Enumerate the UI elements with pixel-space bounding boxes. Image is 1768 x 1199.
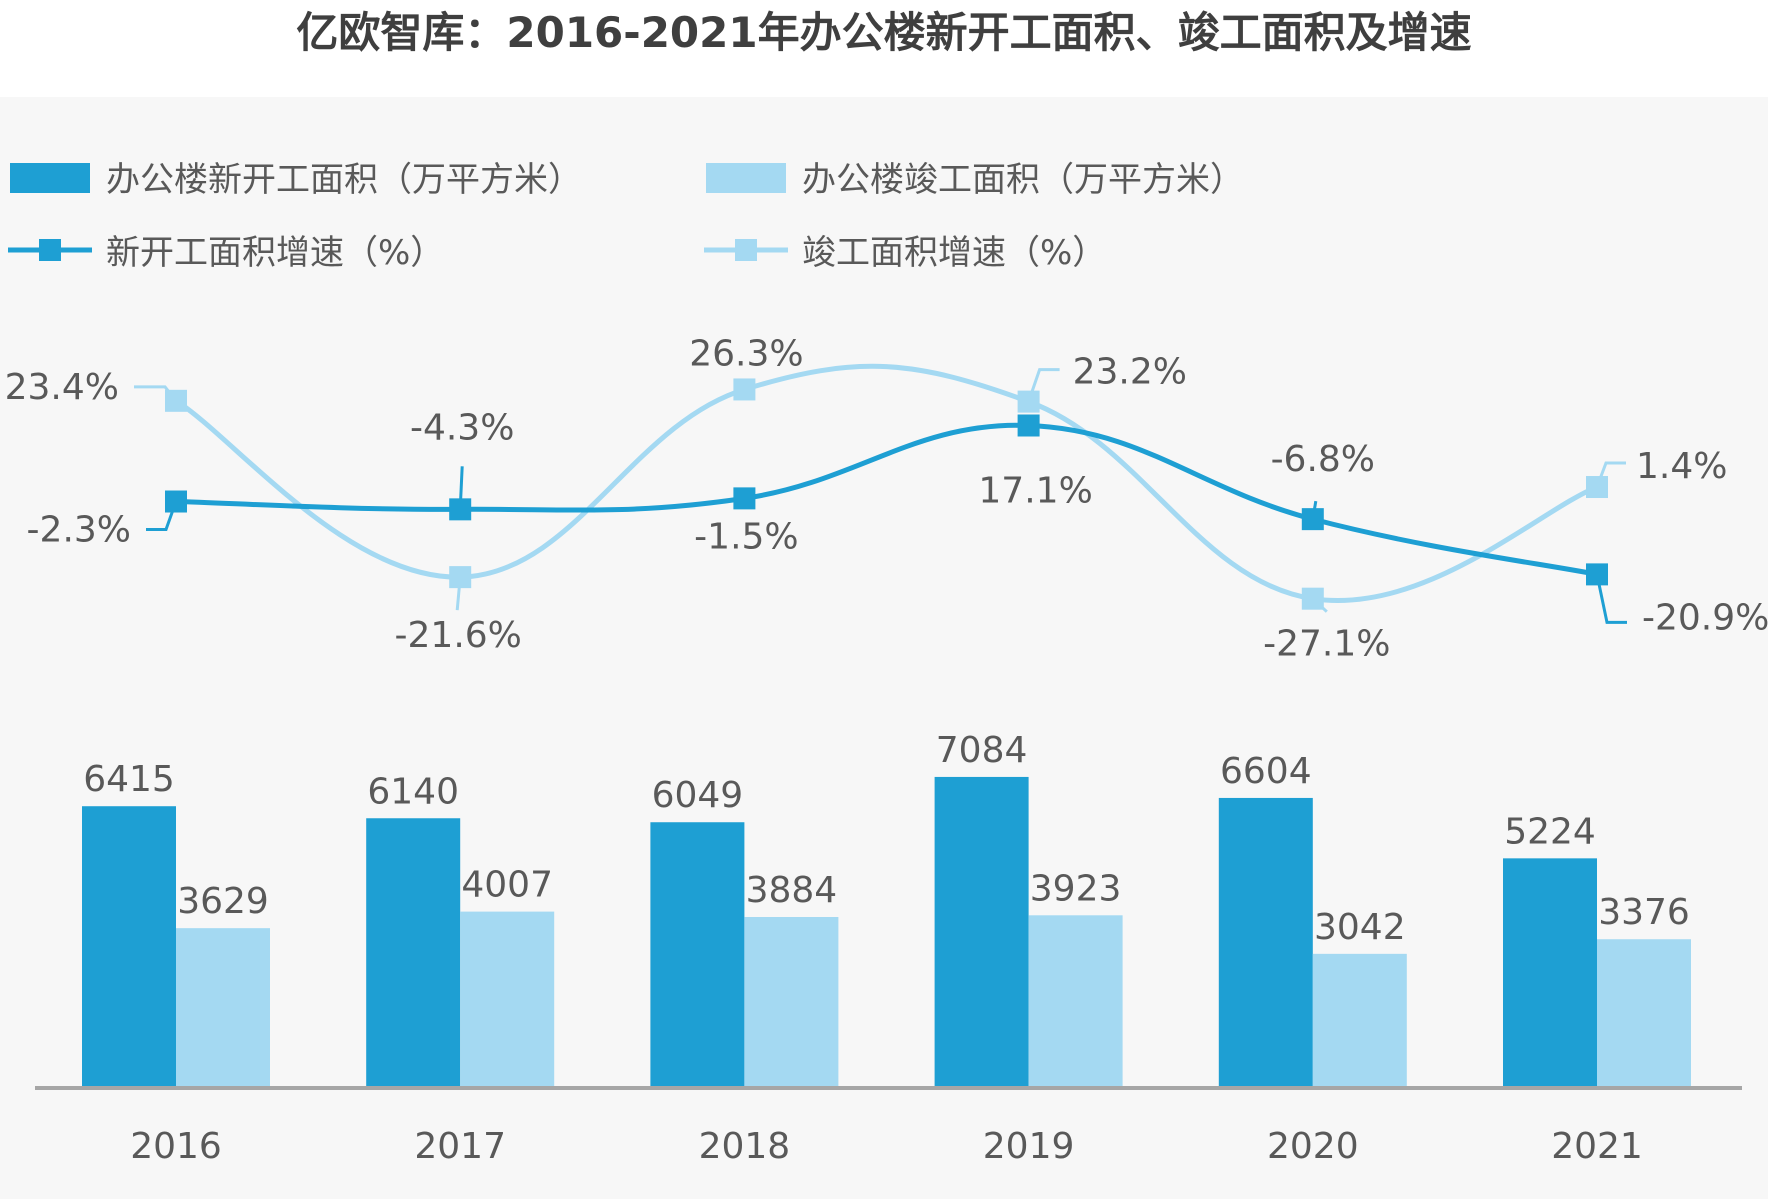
point-label-new-start-growth-2020: -6.8% [1271, 439, 1375, 480]
x-tick-label-2018: 2018 [699, 1126, 791, 1167]
bar-completed-2018 [744, 916, 839, 1087]
bar-new-start-2018 [650, 822, 745, 1087]
point-completed-growth-2019 [1017, 390, 1040, 413]
bar-label-new-start-2016: 6415 [83, 759, 175, 800]
legend-marker-new-start-growth [39, 239, 61, 261]
legend-label-new-start-area: 办公楼新开工面积（万平方米） [106, 160, 582, 200]
bar-label-new-start-2017: 6140 [367, 771, 459, 812]
line-group: 23.4% -21.6% 26.3% 23.2% -27.1% 1.4% -2.3% -4.3… [5, 333, 1768, 664]
bar-group: 6415 3629 6140 4007 6049 3884 7084 3923 6604 3042… [82, 730, 1691, 1087]
bar-label-completed-2019: 3923 [1030, 868, 1122, 909]
bar-label-new-start-2020: 6604 [1220, 751, 1312, 792]
bar-label-completed-2020: 3042 [1314, 907, 1406, 948]
point-completed-growth-2020 [1301, 587, 1324, 610]
point-new-start-growth-2016 [165, 490, 187, 513]
bar-new-start-2017 [366, 818, 461, 1087]
point-label-completed-growth-2019: 23.2% [1073, 352, 1187, 393]
bar-label-completed-2021: 3376 [1598, 892, 1690, 933]
x-tick-label-2016: 2016 [130, 1126, 222, 1167]
point-new-start-growth-2021 [1586, 563, 1608, 586]
legend-marker-completed-growth [735, 239, 757, 261]
legend-swatch-new-start-area [10, 163, 90, 193]
point-label-new-start-growth-2017: -4.3% [410, 407, 514, 448]
legend: 办公楼新开工面积（万平方米） 办公楼竣工面积（万平方米） 新开工面积增速（%） … [8, 160, 1244, 273]
bar-completed-2017 [460, 911, 555, 1087]
point-label-new-start-growth-2018: -1.5% [694, 516, 798, 557]
point-label-completed-growth-2021: 1.4% [1636, 446, 1727, 487]
bar-label-completed-2018: 3884 [746, 870, 838, 911]
bar-label-completed-2017: 4007 [461, 865, 553, 906]
legend-label-new-start-growth: 新开工面积增速（%） [106, 233, 444, 273]
x-tick-label-2019: 2019 [983, 1126, 1075, 1167]
point-new-start-growth-2017 [449, 498, 472, 521]
point-label-new-start-growth-2021: -20.9% [1642, 597, 1768, 638]
bar-completed-2016 [176, 928, 270, 1087]
x-tick-label-2021: 2021 [1551, 1126, 1643, 1167]
point-label-new-start-growth-2016: -2.3% [27, 510, 131, 551]
point-completed-growth-2016 [165, 389, 187, 412]
bar-label-new-start-2021: 5224 [1504, 811, 1596, 852]
bar-new-start-2021 [1503, 858, 1597, 1087]
point-label-new-start-growth-2019: 17.1% [978, 471, 1092, 512]
legend-swatch-completed-area [706, 163, 786, 193]
bar-completed-2020 [1312, 953, 1407, 1087]
bar-label-completed-2016: 3629 [177, 881, 269, 922]
bar-label-new-start-2019: 7084 [936, 730, 1028, 771]
point-label-completed-growth-2018: 26.3% [689, 333, 803, 374]
legend-label-completed-growth: 竣工面积增速（%） [802, 233, 1106, 273]
point-completed-growth-2017 [449, 566, 472, 589]
bar-completed-2019 [1028, 915, 1123, 1087]
point-label-completed-growth-2017: -21.6% [395, 615, 522, 656]
point-new-start-growth-2019 [1017, 414, 1040, 437]
point-completed-growth-2018 [733, 378, 756, 401]
bar-new-start-2020 [1218, 797, 1313, 1087]
bar-new-start-2016 [82, 806, 176, 1087]
x-axis: 2016 2017 2018 2019 2020 2021 [35, 1086, 1742, 1167]
bar-label-new-start-2018: 6049 [652, 775, 744, 816]
line-new-start-growth [175, 422, 1598, 577]
bar-new-start-2019 [934, 776, 1029, 1087]
plot-background [0, 97, 1768, 1199]
leader-new-start-growth-2021 [1595, 574, 1627, 624]
line-completed-growth [174, 363, 1598, 603]
point-completed-growth-2021 [1586, 476, 1608, 499]
legend-label-completed-area: 办公楼竣工面积（万平方米） [802, 160, 1244, 200]
point-label-completed-growth-2020: -27.1% [1263, 624, 1390, 665]
point-new-start-growth-2018 [733, 487, 756, 510]
chart-title: 亿欧智库：2016-2021年办公楼新开工面积、竣工面积及增速 [296, 8, 1471, 57]
x-tick-label-2020: 2020 [1267, 1126, 1359, 1167]
bar-completed-2021 [1597, 939, 1691, 1087]
point-label-completed-growth-2016: 23.4% [5, 367, 119, 408]
x-tick-label-2017: 2017 [414, 1126, 506, 1167]
point-new-start-growth-2020 [1301, 508, 1324, 531]
